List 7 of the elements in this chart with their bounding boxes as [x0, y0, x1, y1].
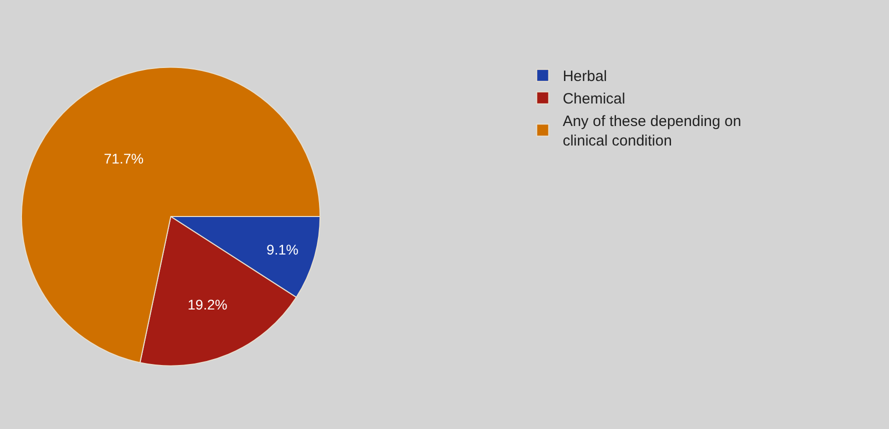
data-label: 9.1%	[266, 241, 298, 258]
pie-slice	[21, 66, 321, 364]
legend-label: Chemical	[562, 90, 626, 108]
legend-label: Any of these depending on clinical condition	[562, 113, 742, 150]
data-label: 71.7%	[104, 150, 144, 167]
data-label: 19.2%	[188, 296, 228, 312]
legend-label: Herbal	[562, 68, 607, 86]
